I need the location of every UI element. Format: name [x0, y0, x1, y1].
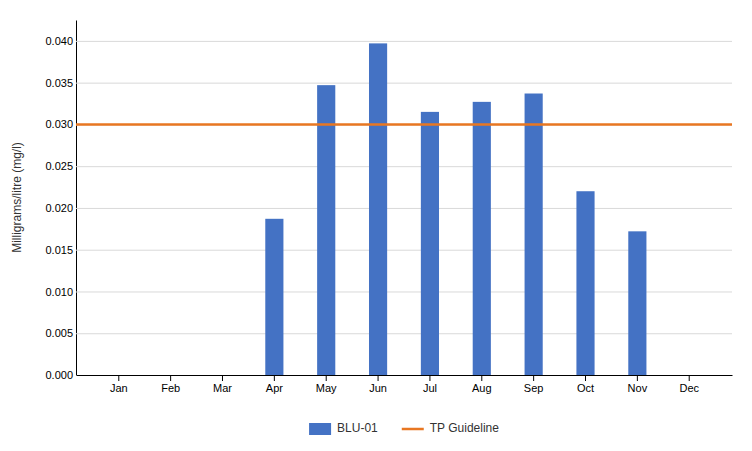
grid-line — [76, 83, 732, 84]
y-tick-label: 0.035 — [45, 77, 73, 89]
x-tick: Jul — [423, 375, 437, 394]
x-tick: Jan — [110, 375, 128, 394]
plot: 0.000 0.005 0.010 0.015 0.020 0.025 0.030 0.035… — [45, 21, 732, 394]
bar — [110, 375, 128, 376]
tick-mark — [274, 375, 275, 381]
tick-mark — [481, 375, 482, 381]
y-tick: 0.030 — [45, 118, 732, 130]
x-tick-label: Jan — [110, 382, 128, 394]
grid-line — [76, 124, 732, 125]
y-tick: 0.020 — [45, 202, 732, 214]
y-tick-label: 0.040 — [45, 35, 73, 47]
bar — [421, 112, 439, 375]
grid-line — [76, 208, 732, 209]
grid-line — [76, 166, 732, 167]
y-tick-label: 0.010 — [45, 285, 73, 297]
x-tick: Apr — [266, 375, 283, 394]
tick-mark — [585, 375, 586, 381]
x-tick-label: Oct — [577, 382, 594, 394]
bar — [265, 219, 283, 375]
x-tick-label: Dec — [679, 382, 699, 394]
tick-mark — [222, 375, 223, 381]
bar — [317, 85, 335, 375]
x-tick: Aug — [472, 375, 492, 394]
y-tick: 0.025 — [45, 160, 732, 172]
y-tick-label: 0.005 — [45, 327, 73, 339]
y-tick: 0.040 — [45, 35, 732, 47]
tick-mark — [378, 375, 379, 381]
x-tick: Mar — [213, 375, 232, 394]
marks — [76, 43, 732, 375]
bar — [369, 43, 387, 375]
x-tick: Nov — [628, 375, 648, 394]
x-tick-label: May — [316, 382, 337, 394]
y-axis-title: Milligrams/litre (mg/l) — [10, 142, 24, 253]
y-axis-line — [76, 21, 77, 376]
legend: BLU-01 TP Guideline — [309, 421, 499, 435]
x-tick-label: Apr — [266, 382, 283, 394]
x-tick-label: Jul — [423, 382, 437, 394]
x-tick-label: Feb — [161, 382, 180, 394]
legend-swatch — [402, 428, 424, 431]
x-tick: Sep — [524, 375, 544, 394]
reference-line — [76, 123, 732, 126]
x-tick: Oct — [577, 375, 594, 394]
legend-item: BLU-01 — [309, 421, 378, 435]
x-tick: May — [316, 375, 337, 394]
legend-label: BLU-01 — [337, 421, 378, 435]
bar — [628, 231, 646, 375]
legend-label: TP Guideline — [430, 421, 499, 435]
bar — [162, 375, 180, 376]
y-tick-label: 0.030 — [45, 118, 73, 130]
x-tick: Jun — [369, 375, 387, 394]
bar — [576, 191, 594, 375]
y-tick-label: 0.025 — [45, 160, 73, 172]
x-tick: Feb — [161, 375, 180, 394]
y-tick-label: 0.015 — [45, 244, 73, 256]
bar — [213, 375, 231, 376]
bar — [680, 375, 698, 376]
x-tick-label: Jun — [369, 382, 387, 394]
x-tick-label: Mar — [213, 382, 232, 394]
x-tick-label: Aug — [472, 382, 492, 394]
tick-mark — [533, 375, 534, 381]
y-axis: 0.000 0.005 0.010 0.015 0.020 0.025 0.030 0.035… — [45, 21, 732, 382]
legend-swatch — [309, 423, 331, 435]
tick-mark — [170, 375, 171, 381]
y-tick: 0.035 — [45, 77, 732, 89]
y-tick-label: 0.000 — [45, 369, 73, 381]
legend-item: TP Guideline — [402, 421, 499, 435]
tick-mark — [326, 375, 327, 381]
x-tick-label: Sep — [524, 382, 544, 394]
bar — [473, 102, 491, 375]
bar — [525, 94, 543, 375]
tick-mark — [118, 375, 119, 381]
chart: 0.000 0.005 0.010 0.015 0.020 0.025 0.030 0.035… — [0, 0, 752, 451]
tick-mark — [689, 375, 690, 381]
bar-series — [265, 43, 646, 375]
grid-line — [76, 41, 732, 42]
x-tick-label: Nov — [628, 382, 648, 394]
y-tick-label: 0.020 — [45, 202, 73, 214]
tick-mark — [637, 375, 638, 381]
x-axis: Jan Feb Mar Apr May Jun Jul Aug Sep Oct Nov Dec — [77, 375, 733, 394]
x-axis-line — [77, 375, 733, 376]
x-tick: Dec — [679, 375, 699, 394]
grid-line — [76, 375, 732, 376]
tick-mark — [429, 375, 430, 381]
